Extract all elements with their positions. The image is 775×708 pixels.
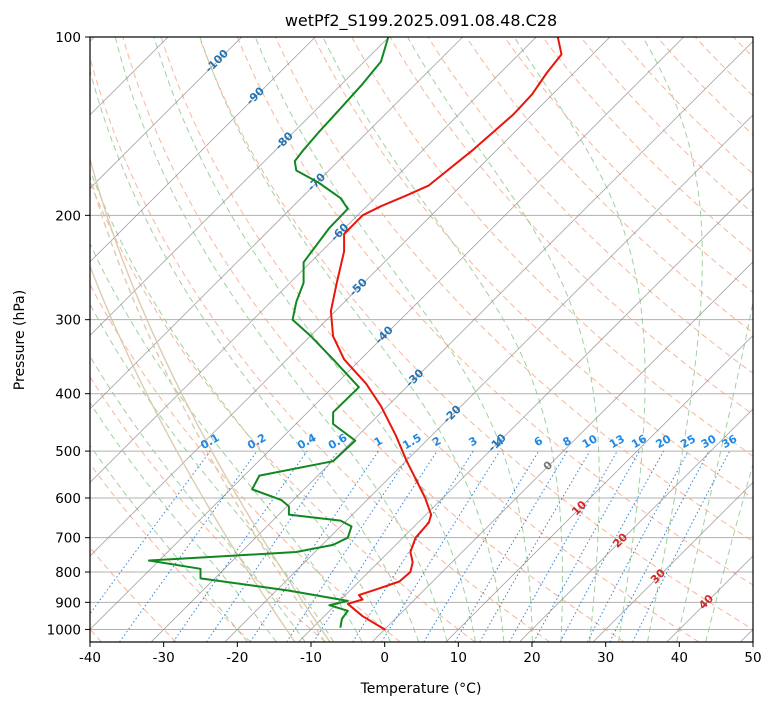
temperature-profile-line [329, 37, 563, 631]
isotherm-line [298, 187, 753, 642]
outer-guide-curve [90, 155, 331, 642]
isotherm-line [371, 261, 753, 642]
isotherm-line [519, 408, 753, 642]
axes: -40 -30 -20 -10 0 10 20 30 40 50 100 200 300 400 500 60… [47, 30, 762, 666]
dry-adiabat-line [580, 37, 753, 214]
isotherm-line [90, 37, 242, 189]
mixing-ratio-line [632, 450, 731, 642]
isotherm-line [90, 37, 390, 336]
moist-adiabat-line [254, 37, 533, 642]
y-tick-label: 200 [55, 208, 81, 224]
mixing-ratio-line [533, 450, 640, 642]
x-tick-label: 50 [744, 650, 761, 666]
mixing-ratio-line [205, 450, 339, 642]
x-tick-label: -20 [226, 650, 248, 666]
isotherm-line [90, 37, 537, 483]
outer-curves [90, 155, 331, 642]
x-axis-label: Temperature (°C) [360, 681, 482, 697]
mixing-ratio-line [313, 450, 438, 642]
y-axis-label: Pressure (hPa) [12, 290, 28, 390]
y-tick-label: 900 [55, 595, 81, 611]
isotherm-line [90, 37, 684, 630]
x-tick-label: 40 [671, 650, 688, 666]
x-tick-label: -40 [79, 650, 101, 666]
mixing-ratio-line [249, 450, 379, 642]
plot-frame [89, 36, 754, 643]
x-tick-label: 0 [380, 650, 389, 666]
dry-adiabat-line [465, 37, 753, 334]
dry-adiabat-line [313, 37, 753, 499]
mixing-ratio-line [172, 450, 308, 642]
x-tick-label: 30 [597, 650, 614, 666]
moist-adiabat-line [90, 444, 248, 642]
moist-adiabat-line [705, 462, 753, 642]
y-tick-label: 600 [55, 491, 81, 507]
x-tick-label: -10 [300, 650, 322, 666]
y-tick-label: 700 [55, 531, 81, 547]
dry-adiabat-line [618, 37, 753, 175]
x-tick-label: 20 [523, 650, 540, 666]
y-tick-label: 500 [55, 444, 81, 460]
y-tick-label: 100 [55, 30, 81, 46]
dry-adiabat-line [122, 37, 625, 642]
mixing-ratio-line [559, 450, 665, 642]
dry-adiabat-line [90, 55, 550, 642]
sounding-series [147, 37, 563, 631]
isotherm-line [445, 334, 753, 642]
dry-adiabat-line [236, 37, 753, 586]
moist-adiabat-line [114, 37, 448, 642]
outer-guide-curve [90, 264, 296, 642]
mixing-ratio-line [286, 450, 413, 642]
isotherm-line [90, 37, 463, 410]
moist-adiabat-line [90, 242, 363, 642]
mixing-ratio-line [509, 450, 618, 642]
isotherm-line [90, 37, 611, 557]
y-tick-label: 800 [55, 565, 81, 581]
moist-adiabat-line [642, 37, 703, 642]
isotherm-line [150, 40, 753, 642]
moist-adiabat-line [676, 299, 753, 642]
mixing-ratio-line [381, 450, 501, 642]
dry-adiabat-line [275, 37, 753, 542]
x-tick-label: 10 [450, 650, 467, 666]
isotherms [90, 37, 753, 642]
dry-adiabat-line [389, 37, 753, 416]
chart-title: wetPf2_S199.2025.091.08.48.C28 [285, 11, 557, 31]
mixing-ratio-line [90, 450, 211, 615]
moist-adiabat-line [322, 37, 563, 642]
moist-adiabat-line [199, 37, 505, 642]
moist-adiabat-line [90, 401, 277, 642]
moist-adiabat-line [90, 303, 335, 642]
plot-area: -100-90-80-70-60-50-40-30-20-10010203040… [90, 37, 753, 642]
moist-adiabat-line [407, 37, 600, 642]
moist-adiabat-line [90, 355, 306, 642]
y-tick-label: 1000 [47, 622, 81, 638]
dry-adiabat-line [90, 462, 252, 642]
y-tick-label: 300 [55, 313, 81, 329]
moist-adiabat-line [90, 168, 391, 642]
isotherm-line [224, 114, 753, 642]
moist-adiabat-line [90, 68, 420, 642]
mixing-ratio-line [352, 450, 474, 642]
x-tick-label: -30 [153, 650, 175, 666]
y-tick-label: 400 [55, 387, 81, 403]
dry-adiabat-line [198, 37, 753, 631]
moist-adiabats [90, 37, 753, 642]
isotherm-line [90, 37, 316, 263]
moist-adiabat-line [513, 37, 646, 642]
dry-adiabat-line [503, 37, 753, 294]
isotherm-line [592, 481, 753, 642]
dewpoint-profile-line [147, 37, 390, 628]
